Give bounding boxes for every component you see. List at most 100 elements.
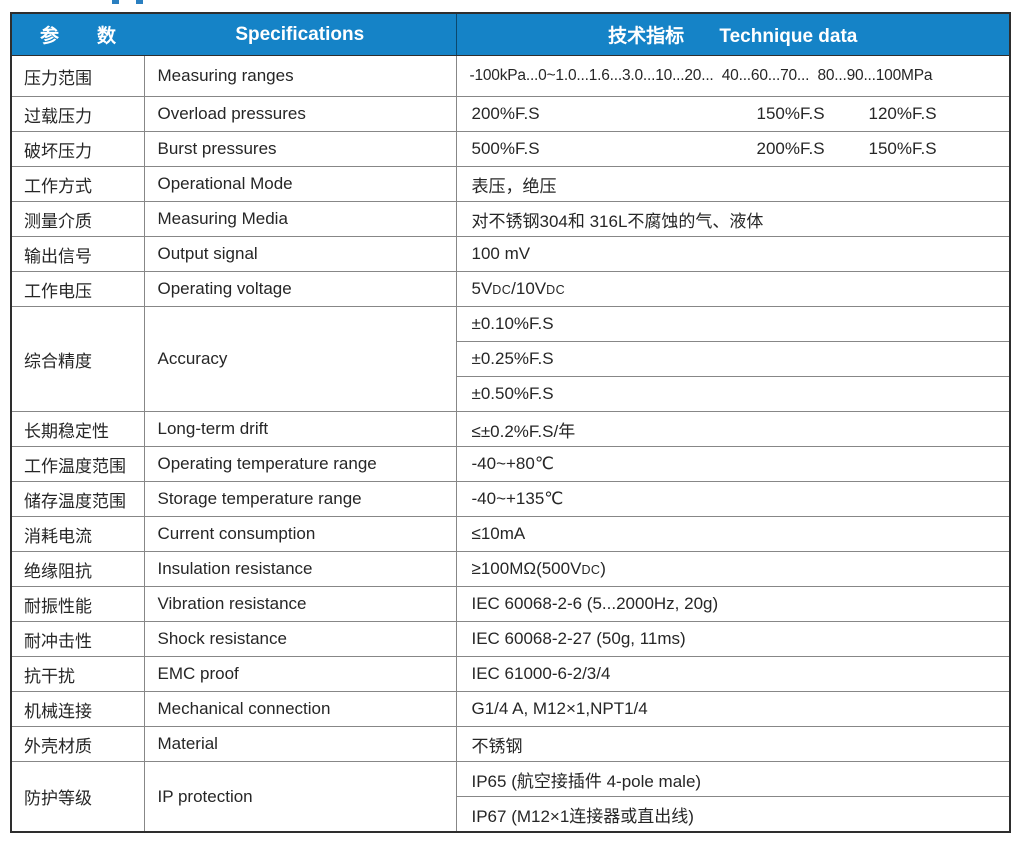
- header-technique-cn-label: 技术指标: [608, 26, 685, 47]
- param-en: Insulation resistance: [143, 551, 457, 587]
- value-cell: 对不锈钢304和 316L不腐蚀的气、液体: [455, 201, 1011, 237]
- param-en: Mechanical connection: [143, 691, 457, 727]
- value-cell: ≤10mA: [455, 516, 1011, 552]
- value-cell: IEC 61000-6-2/3/4: [455, 656, 1011, 692]
- param-en: Current consumption: [143, 516, 457, 552]
- table-row-operational-mode: 工作方式 Operational Mode 表压，绝压: [10, 166, 1011, 202]
- value-part: 200%F.S: [471, 104, 540, 123]
- value-cell: 表压，绝压: [455, 166, 1011, 202]
- value-part: ≥100MΩ(500V: [471, 559, 582, 578]
- table-row-output-signal: 输出信号 Output signal 100 mV: [10, 236, 1011, 272]
- table-row-mechanical-connection: 机械连接 Mechanical connection G1/4 A, M12×1…: [10, 691, 1011, 727]
- param-en: Burst pressures: [143, 131, 457, 167]
- param-cn: 工作电压: [10, 271, 145, 307]
- param-cn: 消耗电流: [10, 516, 145, 552]
- param-cn: 防护等级: [10, 761, 145, 833]
- table-row-emc-proof: 抗干扰 EMC proof IEC 61000-6-2/3/4: [10, 656, 1011, 692]
- table-row-operating-voltage: 工作电压 Operating voltage 5VDC/10VDC: [10, 271, 1011, 307]
- table-row-storage-temperature: 储存温度范围 Storage temperature range -40~+13…: [10, 481, 1011, 517]
- table-row-measuring-media: 测量介质 Measuring Media 对不锈钢304和 316L不腐蚀的气、…: [10, 201, 1011, 237]
- table-row-ip-protection-sub: IP67 (M12×1连接器或直出线): [11, 796, 1011, 833]
- param-en: Operating temperature range: [143, 446, 457, 482]
- cutoff-title-remnant: [136, 0, 143, 4]
- table-row-ip-protection: 防护等级 IP protection IP65 (航空接插件 4-pole ma…: [10, 761, 1011, 833]
- param-cn: 压力范围: [10, 55, 145, 97]
- table-row-operating-temperature: 工作温度范围 Operating temperature range -40~+…: [10, 446, 1011, 482]
- param-en: Measuring ranges: [143, 55, 457, 97]
- param-en: Operating voltage: [143, 271, 457, 307]
- value-cell: -100kPa...0~1.0...1.6...3.0...10...20...…: [455, 55, 1011, 97]
- param-cn: 综合精度: [10, 306, 145, 412]
- param-cn: 工作方式: [10, 166, 145, 202]
- value-cell: 100 mV: [455, 236, 1011, 272]
- table-row-burst-pressures: 破坏压力 Burst pressures 500%F.S 200%F.S 150%F…: [10, 131, 1011, 167]
- table-row-overload-pressures: 过载压力 Overload pressures 200%F.S 150%F.S 12…: [10, 96, 1011, 132]
- param-cn: 耐冲击性: [10, 621, 145, 657]
- value-part: 150%F.S: [868, 139, 937, 158]
- value-cell: ≤±0.2%F.S/年: [455, 411, 1011, 447]
- table-row-insulation-resistance: 绝缘阻抗 Insulation resistance ≥100MΩ(500VDC…: [10, 551, 1011, 587]
- param-en: IP protection: [143, 761, 457, 833]
- header-specifications: Specifications: [144, 13, 456, 56]
- param-en: Overload pressures: [143, 96, 457, 132]
- value-part: 5V: [471, 279, 493, 298]
- param-cn: 外壳材质: [10, 726, 145, 762]
- param-cn: 过载压力: [10, 96, 145, 132]
- param-en: Accuracy: [143, 306, 457, 412]
- value-cell: IP67 (M12×1连接器或直出线): [455, 796, 1011, 833]
- param-cn: 机械连接: [10, 691, 145, 727]
- table-row-measuring-ranges: 压力范围 Measuring ranges -100kPa...0~1.0...…: [10, 55, 1011, 97]
- param-en: Vibration resistance: [143, 586, 457, 622]
- param-cn: 输出信号: [10, 236, 145, 272]
- value-part-dc: DC: [581, 563, 601, 577]
- header-technique-en-label: Technique data: [719, 26, 858, 47]
- param-en: Operational Mode: [143, 166, 457, 202]
- value-part: 200%F.S: [756, 139, 825, 158]
- header-row: 参数 Specifications 技术指标 Technique data: [11, 13, 1010, 56]
- value-cell: IEC 60068-2-6 (5...2000Hz, 20g): [455, 586, 1011, 622]
- value-part: /10V: [511, 279, 547, 298]
- value-cell: ±0.50%F.S: [455, 376, 1011, 412]
- value-cell: 不锈钢: [455, 726, 1011, 762]
- value-cell: ≥100MΩ(500VDC): [455, 551, 1011, 587]
- specifications-table: 参数 Specifications 技术指标 Technique data 压力…: [10, 12, 1011, 833]
- value-cell: ±0.10%F.S: [455, 306, 1011, 342]
- value-cell: 500%F.S 200%F.S 150%F.S: [455, 131, 1011, 167]
- table-row-accuracy-sub: ±0.25%F.S: [11, 341, 1011, 377]
- param-en: Material: [143, 726, 457, 762]
- value-part-dc: DC: [492, 283, 512, 297]
- param-cn: 破坏压力: [10, 131, 145, 167]
- table-row-material: 外壳材质 Material 不锈钢: [10, 726, 1011, 762]
- table-row-vibration-resistance: 耐振性能 Vibration resistance IEC 60068-2-6 …: [10, 586, 1011, 622]
- param-en: Long-term drift: [143, 411, 457, 447]
- table-row-current-consumption: 消耗电流 Current consumption ≤10mA: [10, 516, 1011, 552]
- param-cn: 耐振性能: [10, 586, 145, 622]
- value-part-dc: DC: [546, 283, 565, 297]
- header-specifications-label: Specifications: [235, 23, 365, 45]
- table-row-accuracy-sub: ±0.50%F.S: [11, 376, 1011, 412]
- param-en: Storage temperature range: [143, 481, 457, 517]
- value-cell: G1/4 A, M12×1,NPT1/4: [455, 691, 1011, 727]
- header-technique-data: 技术指标 Technique data: [455, 13, 1010, 56]
- param-cn: 绝缘阻抗: [10, 551, 145, 587]
- value-cell: IP65 (航空接插件 4-pole male): [455, 761, 1011, 797]
- param-en: EMC proof: [143, 656, 457, 692]
- value-cell: IEC 60068-2-27 (50g, 11ms): [455, 621, 1011, 657]
- param-en: Measuring Media: [143, 201, 457, 237]
- value-cell: ±0.25%F.S: [455, 341, 1011, 377]
- header-parameter: 参数: [11, 13, 144, 56]
- table-row-long-term-drift: 长期稳定性 Long-term drift ≤±0.2%F.S/年: [10, 411, 1011, 447]
- cutoff-title-remnant: [112, 0, 119, 4]
- value-cell: 5VDC/10VDC: [455, 271, 1011, 307]
- header-parameter-label: 参数: [39, 26, 117, 47]
- param-en: Shock resistance: [143, 621, 457, 657]
- param-cn: 工作温度范围: [10, 446, 145, 482]
- value-cell: -40~+80℃: [455, 446, 1011, 482]
- value-cell: 200%F.S 150%F.S 120%F.S: [455, 96, 1011, 132]
- param-en: Output signal: [143, 236, 457, 272]
- param-cn: 抗干扰: [10, 656, 145, 692]
- value-part: 120%F.S: [868, 104, 937, 123]
- param-cn: 储存温度范围: [10, 481, 145, 517]
- table-row-accuracy: 综合精度 Accuracy ±0.10%F.S: [10, 306, 1011, 412]
- param-cn: 测量介质: [10, 201, 145, 237]
